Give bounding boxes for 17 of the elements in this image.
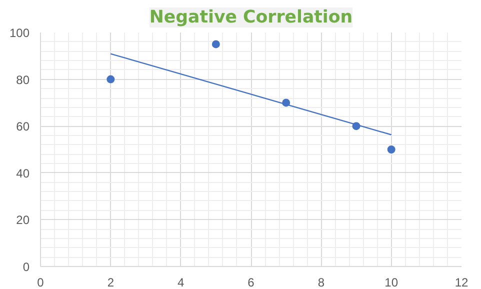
x-tick-label: 0	[37, 276, 44, 289]
y-tick-label: 40	[16, 166, 30, 180]
x-tick-label: 6	[248, 276, 255, 289]
y-tick-label: 60	[16, 120, 30, 134]
y-tick-label: 0	[22, 260, 30, 274]
y-tick-label: 100	[9, 26, 30, 40]
x-tick-label: 10	[384, 276, 398, 289]
x-tick-label: 12	[454, 276, 468, 289]
x-tick-label: 8	[318, 276, 325, 289]
y-tick-label: 80	[16, 72, 30, 87]
x-tick-label: 2	[107, 276, 114, 289]
y-tick-label: 20	[16, 213, 30, 228]
point	[212, 40, 220, 48]
point	[387, 146, 396, 154]
point	[106, 75, 115, 84]
chart-title: Negative Correlation	[149, 8, 353, 28]
x-tick-label: 4	[177, 276, 184, 289]
